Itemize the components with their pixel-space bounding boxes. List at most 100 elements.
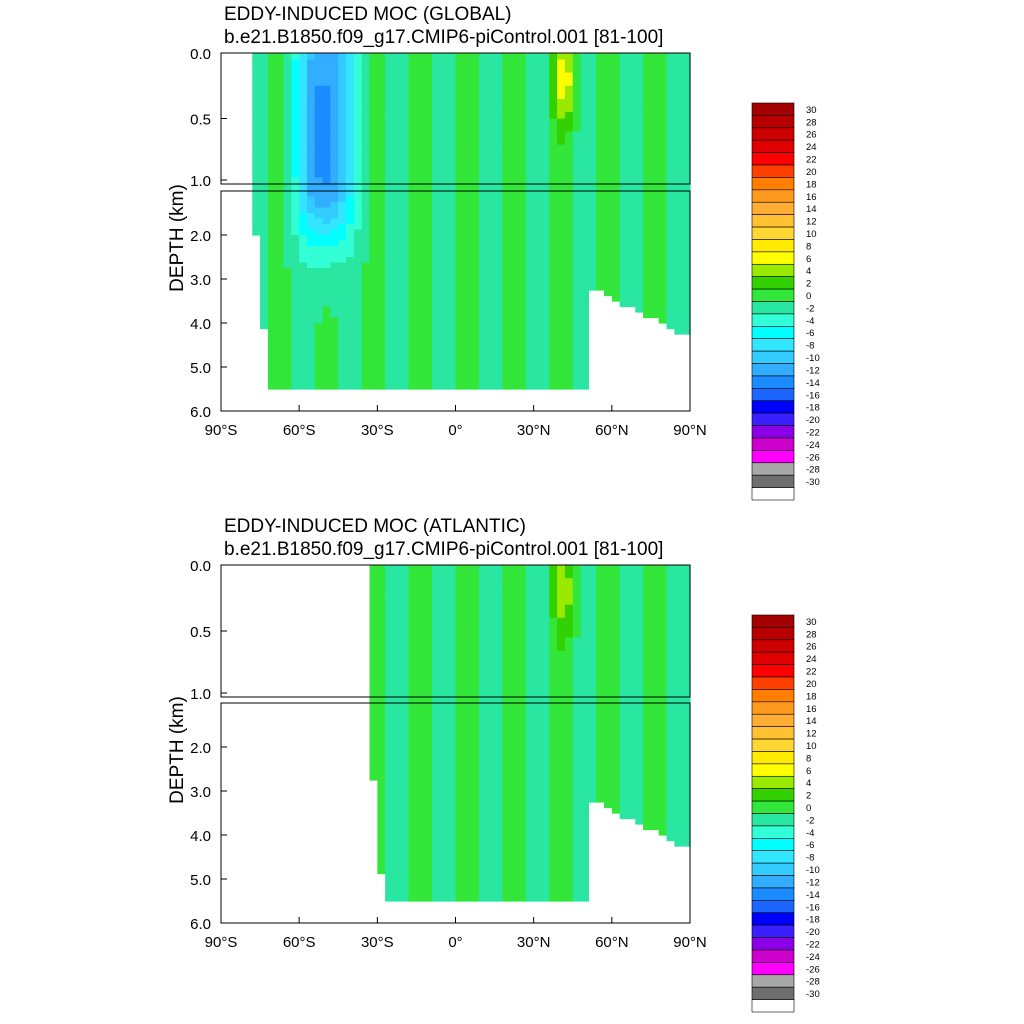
field-cell <box>369 650 378 658</box>
field-cell <box>463 690 472 698</box>
field-cell <box>650 295 660 302</box>
field-cell <box>463 631 472 639</box>
field-cell <box>682 637 691 645</box>
field-cell <box>392 170 402 179</box>
field-cell <box>400 624 410 632</box>
field-cell <box>549 578 558 586</box>
field-cell <box>447 157 457 165</box>
field-cell <box>525 824 535 831</box>
field-cell <box>471 350 480 357</box>
field-cell <box>580 670 589 678</box>
field-cell <box>330 279 339 286</box>
field-cell <box>541 604 550 612</box>
field-cell <box>463 818 472 825</box>
field-cell <box>541 207 550 214</box>
field-cell <box>291 301 300 308</box>
field-cell <box>518 780 527 787</box>
field-cell <box>549 802 558 809</box>
field-cell <box>643 611 652 619</box>
field-cell <box>392 350 402 357</box>
field-cell <box>596 650 605 658</box>
field-cell <box>322 229 332 236</box>
field-cell <box>604 79 613 87</box>
field-cell <box>604 118 613 126</box>
field-cell <box>432 85 441 93</box>
field-cell <box>400 131 410 139</box>
colorbar-swatch <box>751 263 795 277</box>
field-cell <box>635 644 644 652</box>
field-cell <box>338 295 347 302</box>
field-cell <box>486 664 496 672</box>
field-cell <box>291 131 300 139</box>
field-cell <box>299 378 308 385</box>
field-cell <box>455 85 464 93</box>
field-cell <box>635 802 644 809</box>
field-cell <box>392 224 402 231</box>
field-cell <box>596 53 605 61</box>
field-cell <box>549 202 558 209</box>
colorbar-swatch <box>751 350 795 364</box>
field-cell <box>635 66 644 74</box>
field-cell <box>674 591 683 599</box>
field-cell <box>494 763 503 770</box>
field-cell <box>447 719 457 726</box>
field-cell <box>478 683 488 691</box>
field-cell <box>377 584 386 592</box>
field-cell <box>643 565 652 573</box>
field-cell <box>416 624 425 632</box>
field-cell <box>377 312 386 319</box>
field-cell <box>611 284 621 291</box>
field-cell <box>611 714 621 721</box>
field-cell <box>447 251 457 258</box>
field-cell <box>463 290 472 297</box>
field-cell <box>353 240 363 247</box>
field-cell <box>525 664 535 672</box>
field-cell <box>306 111 316 120</box>
field-cell <box>439 224 449 231</box>
field-cell <box>252 85 261 93</box>
x-tick-label: 60°N <box>595 422 629 439</box>
field-cell <box>299 213 308 220</box>
field-cell <box>682 144 691 152</box>
field-cell <box>267 317 277 324</box>
field-cell <box>346 170 355 179</box>
field-cell <box>463 111 472 120</box>
field-cell <box>478 644 488 652</box>
field-cell <box>306 118 316 126</box>
field-cell <box>408 356 418 363</box>
field-cell <box>377 650 386 658</box>
field-cell <box>510 631 519 639</box>
field-cell <box>502 151 511 159</box>
field-cell <box>643 196 652 203</box>
field-cell <box>564 644 574 652</box>
field-cell <box>525 584 535 592</box>
field-cell <box>392 868 402 875</box>
field-cell <box>408 125 418 133</box>
field-cell <box>549 350 558 357</box>
field-cell <box>580 758 589 765</box>
field-cell <box>557 741 566 748</box>
field-cell <box>635 747 644 754</box>
field-cell <box>486 72 496 80</box>
field-cell <box>588 714 597 721</box>
field-cell <box>564 807 574 814</box>
field-cell <box>361 284 371 291</box>
field-cell <box>463 624 472 632</box>
field-cell <box>486 98 496 106</box>
field-cell <box>346 279 355 286</box>
field-cell <box>392 361 402 368</box>
field-cell <box>557 268 566 275</box>
field-cell <box>463 644 472 652</box>
field-cell <box>306 164 316 172</box>
field-cell <box>385 367 394 374</box>
field-cell <box>572 571 582 579</box>
field-cell <box>510 598 519 606</box>
field-cell <box>611 164 621 172</box>
field-cell <box>564 895 574 902</box>
field-cell <box>666 72 675 80</box>
field-cell <box>330 111 339 120</box>
field-cell <box>455 677 464 685</box>
field-cell <box>549 164 558 172</box>
colorbar-swatch <box>751 375 795 389</box>
field-cell <box>588 571 597 579</box>
